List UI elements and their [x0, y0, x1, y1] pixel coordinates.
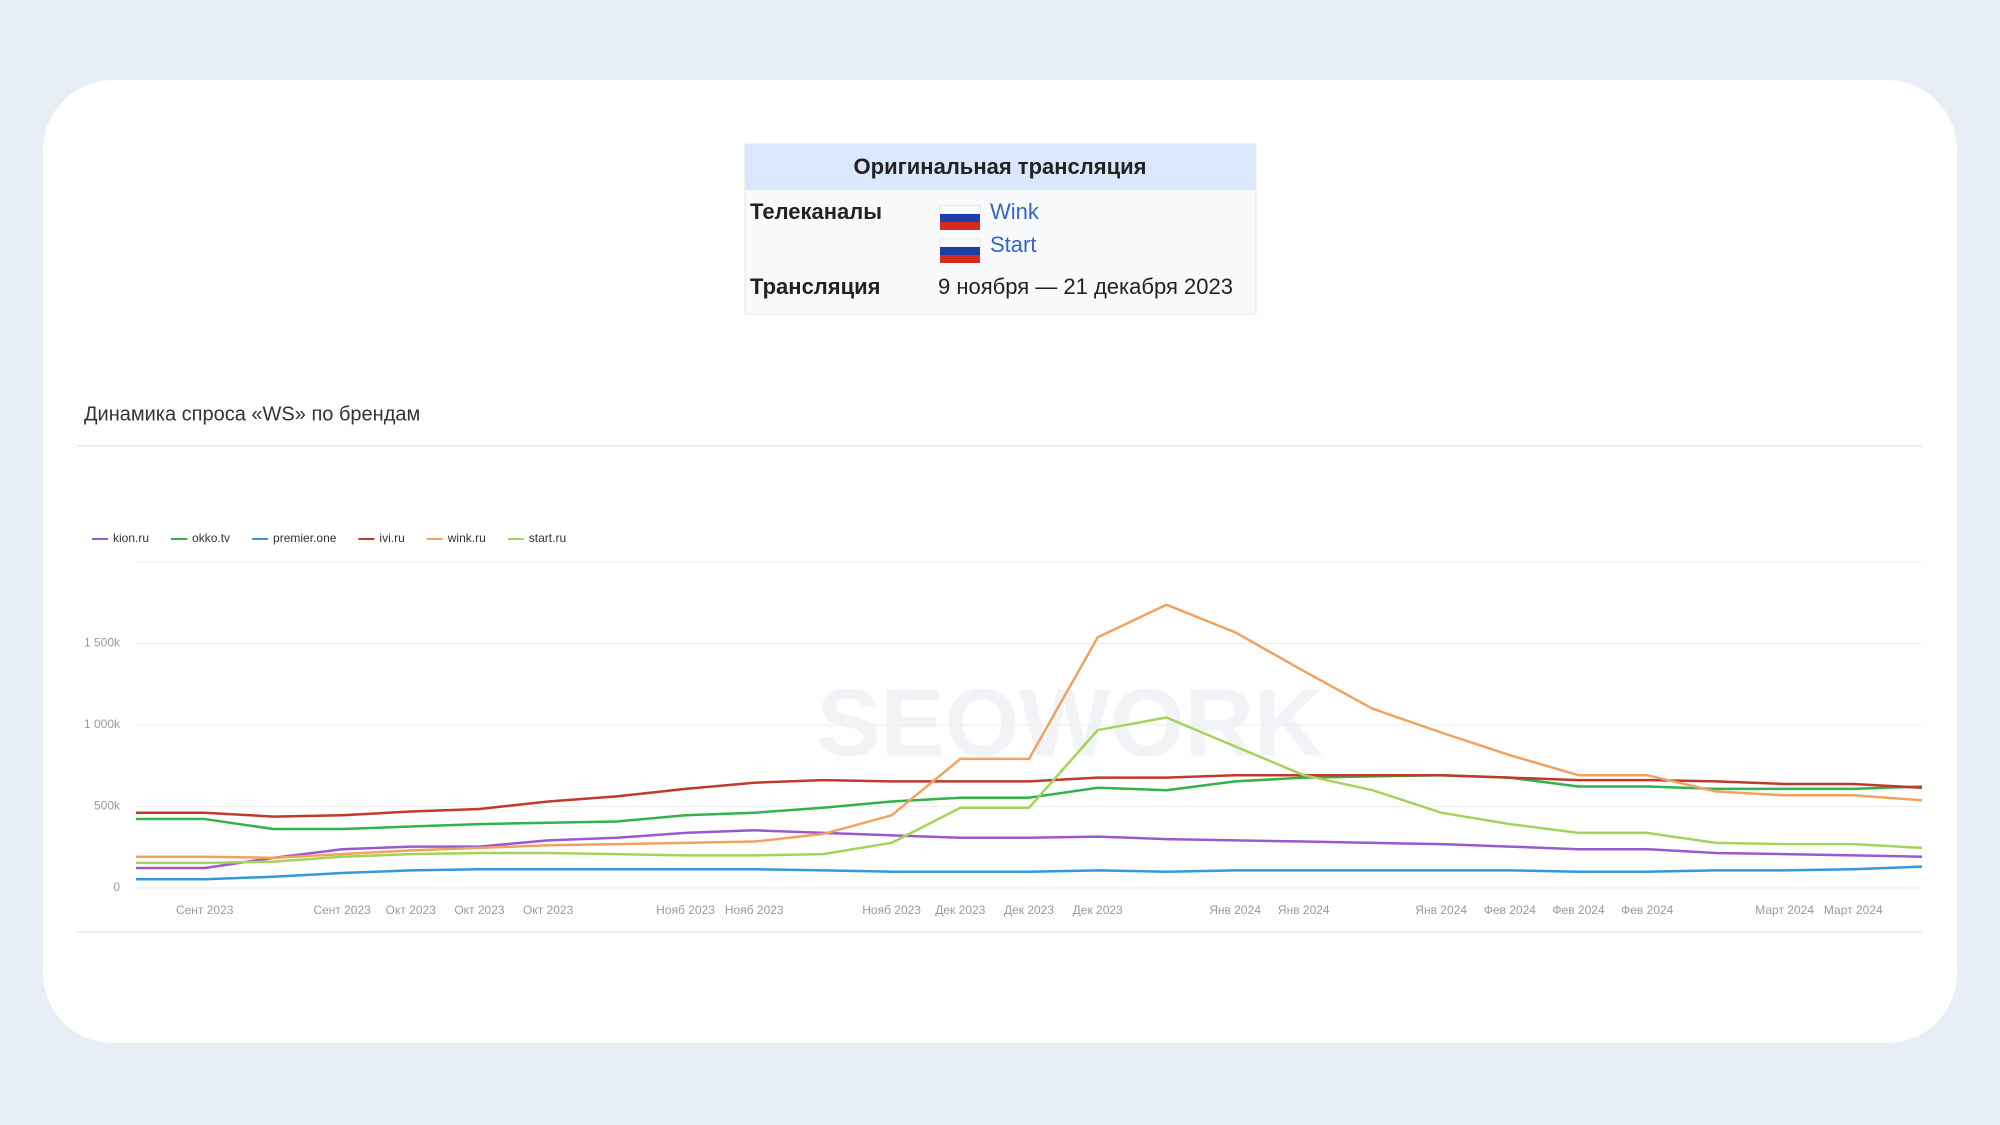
x-tick-label: Сент 2023: [313, 903, 371, 917]
x-tick-label: Дек 2023: [1004, 903, 1054, 917]
x-tick-label: Дек 2023: [1073, 903, 1123, 917]
series-line: [136, 829, 1923, 870]
legend-label: premier.one: [273, 531, 337, 545]
legend-label: ivi.ru: [379, 531, 404, 545]
y-tick-label: 500k: [94, 799, 121, 813]
legend-label: wink.ru: [447, 531, 486, 545]
flag: [939, 238, 981, 263]
row-label: Трансляция: [750, 274, 881, 299]
x-tick-label: Янв 2024: [1415, 903, 1467, 917]
y-tick-label: 1 500k: [84, 636, 121, 650]
legend-label: okko.tv: [192, 531, 230, 545]
x-tick-label: Нояб 2023: [862, 903, 921, 917]
legend-label: start.ru: [529, 531, 566, 545]
x-tick-label: Окт 2023: [523, 903, 574, 917]
x-tick-label: Фев 2024: [1621, 903, 1674, 917]
channel-link[interactable]: Start: [990, 232, 1036, 257]
infobox-title: Оригинальная трансляция: [854, 154, 1147, 179]
x-tick-label: Сент 2023: [176, 903, 234, 917]
x-tick-label: Нояб 2023: [656, 903, 715, 917]
series-line: [136, 773, 1923, 818]
series-line: [136, 773, 1923, 831]
x-tick-label: Янв 2024: [1278, 903, 1330, 917]
row-label: Телеканалы: [750, 199, 882, 224]
x-tick-label: Дек 2023: [935, 903, 985, 917]
x-tick-label: Март 2024: [1755, 903, 1814, 917]
infobox-header: [745, 144, 1256, 190]
series-line: [136, 716, 1923, 865]
legend-label: kion.ru: [113, 531, 149, 545]
chart-title: Динамика спроса «WS» по брендам: [84, 403, 420, 425]
series-line: [136, 865, 1923, 881]
x-tick-label: Янв 2024: [1209, 903, 1261, 917]
x-tick-label: Окт 2023: [454, 903, 505, 917]
flag: [939, 205, 981, 230]
x-tick-label: Окт 2023: [386, 903, 437, 917]
y-tick-label: 1 000k: [84, 717, 121, 731]
row-value: 9 ноября — 21 декабря 2023: [938, 274, 1233, 299]
x-tick-label: Нояб 2023: [725, 903, 784, 917]
x-tick-label: Фев 2024: [1552, 903, 1605, 917]
x-tick-label: Март 2024: [1824, 903, 1883, 917]
channel-link[interactable]: Wink: [990, 199, 1040, 224]
series-line: [136, 603, 1923, 860]
x-tick-label: Фев 2024: [1484, 903, 1537, 917]
y-tick-label: 0: [113, 880, 120, 894]
